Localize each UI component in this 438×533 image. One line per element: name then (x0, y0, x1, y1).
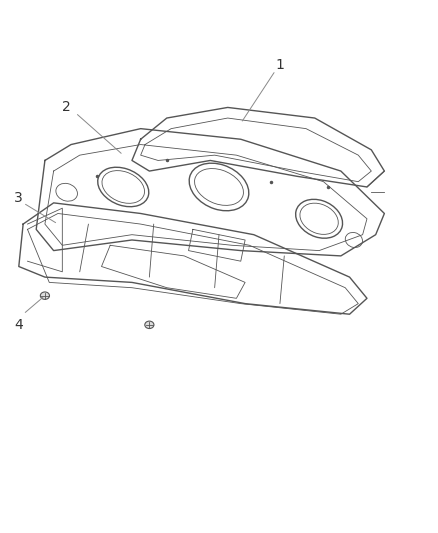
Ellipse shape (40, 292, 49, 300)
Text: 3: 3 (14, 191, 23, 205)
Text: 1: 1 (276, 58, 284, 72)
Text: 4: 4 (14, 318, 23, 332)
Ellipse shape (145, 321, 154, 328)
Text: 2: 2 (62, 100, 71, 115)
